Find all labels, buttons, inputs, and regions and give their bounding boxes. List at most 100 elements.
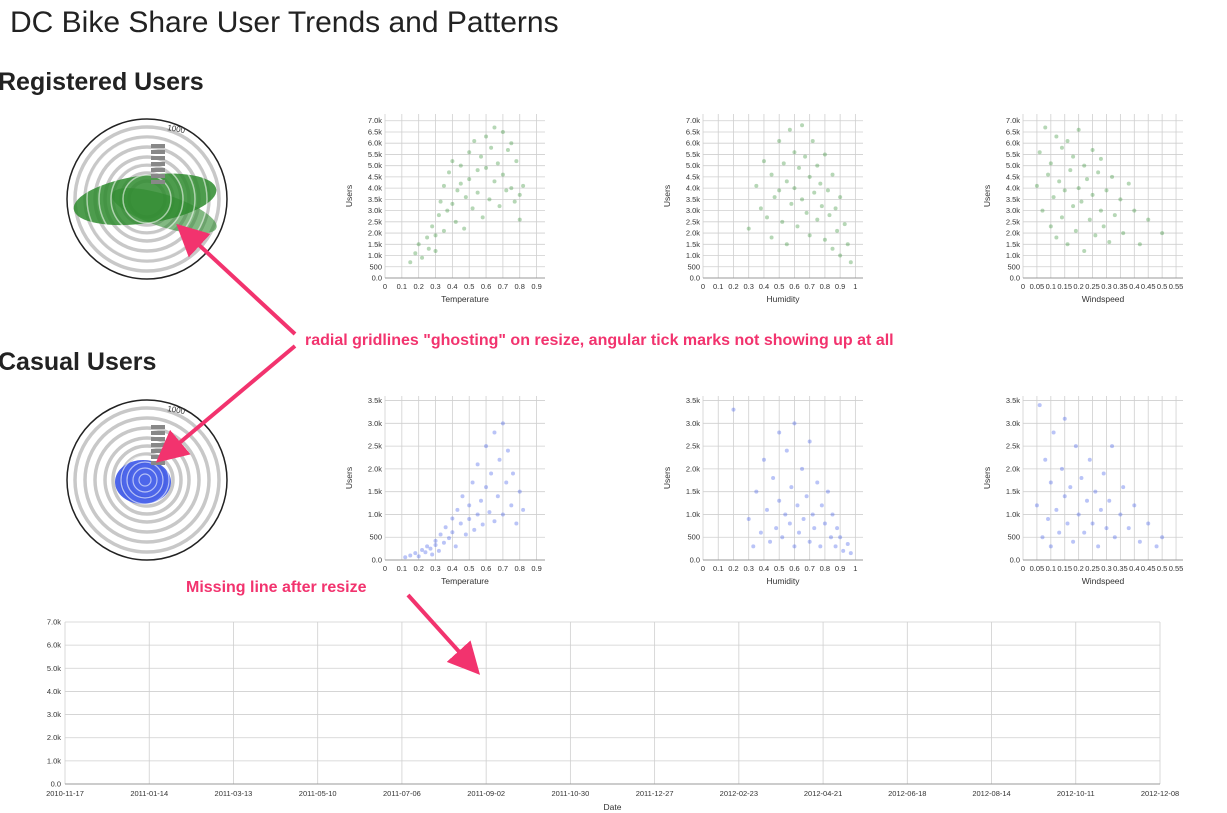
x-tick-label: 0.15 <box>1057 564 1072 573</box>
data-point <box>489 471 494 476</box>
radial-ghost-ring <box>132 467 158 493</box>
data-point <box>416 242 421 247</box>
y-tick-label: 7.0k <box>47 618 61 627</box>
cas-humidity-scatter: 0.0 500 1.0k 1.5k 2.0k 2.5k 3.0k 3.5k 0 0.1 0.2 0.3… <box>662 396 863 586</box>
data-point <box>1121 485 1126 490</box>
data-point <box>845 542 850 547</box>
data-point <box>475 512 480 517</box>
data-point <box>1146 521 1151 526</box>
data-point <box>1065 521 1070 526</box>
radial-overlapping-label <box>151 180 165 184</box>
data-point <box>514 521 519 526</box>
data-point <box>795 224 800 229</box>
x-tick-label: 0 <box>383 564 387 573</box>
x-axis-label: Date <box>604 802 622 812</box>
y-tick-label: 6.5k <box>686 127 700 136</box>
x-tick-label: 0.6 <box>789 564 799 573</box>
data-point <box>445 208 450 213</box>
data-point <box>1121 231 1126 236</box>
x-tick-label: 0.9 <box>531 282 541 291</box>
y-tick-label: 7.0k <box>686 116 700 125</box>
x-tick-label: 0.3 <box>430 564 440 573</box>
data-point <box>425 544 430 549</box>
data-point <box>1110 174 1115 179</box>
x-tick-label: 0.55 <box>1169 564 1184 573</box>
data-point <box>1062 416 1067 421</box>
data-point <box>801 517 806 521</box>
data-point <box>403 555 408 560</box>
data-point <box>1132 503 1137 508</box>
data-point <box>467 517 472 521</box>
x-tick-label: 0.2 <box>1073 564 1083 573</box>
data-point <box>751 544 756 549</box>
y-tick-label: 5.0k <box>1006 161 1020 170</box>
x-tick-label: 0.45 <box>1141 282 1156 291</box>
x-tick-label: 2012-02-23 <box>720 789 758 798</box>
data-point <box>450 516 455 521</box>
x-tick-label: 0.5 <box>464 282 474 291</box>
x-tick-label: 0.35 <box>1113 564 1128 573</box>
y-tick-label: 2.0k <box>1006 464 1020 473</box>
y-tick-label: 1.0k <box>1006 251 1020 260</box>
data-point <box>1037 403 1042 408</box>
data-point <box>460 494 465 499</box>
data-point <box>1098 156 1103 161</box>
data-point <box>771 476 776 480</box>
y-tick-label: 3.5k <box>1006 396 1020 405</box>
radial-ghost-ring <box>126 461 164 499</box>
radial-ghost-ring <box>120 455 170 505</box>
y-tick-label: 1.5k <box>1006 487 1020 496</box>
data-point <box>777 188 782 193</box>
data-point <box>441 228 446 233</box>
y-axis-label: Users <box>662 467 672 489</box>
data-point <box>487 197 492 202</box>
x-tick-label: 0 <box>701 564 705 573</box>
y-tick-label: 4.5k <box>368 172 382 181</box>
data-point <box>1040 208 1045 213</box>
data-point <box>495 161 500 166</box>
data-point <box>447 170 451 175</box>
data-point <box>765 215 769 220</box>
data-point <box>825 489 830 494</box>
y-axis-label: Users <box>344 467 354 489</box>
data-point <box>463 532 468 537</box>
x-tick-label: 0.4 <box>447 282 457 291</box>
data-point <box>807 233 812 238</box>
data-point <box>472 138 477 143</box>
y-tick-label: 500 <box>687 262 700 271</box>
data-point <box>746 517 751 521</box>
data-point <box>509 141 514 146</box>
data-point <box>500 421 505 426</box>
data-point <box>1034 503 1039 508</box>
data-point <box>484 165 489 170</box>
data-point <box>458 181 463 186</box>
x-tick-label: 2012-12-08 <box>1141 789 1179 798</box>
radial-overlapping-label <box>151 162 165 166</box>
data-point <box>455 507 460 512</box>
y-tick-label: 0.0 <box>690 556 700 565</box>
data-point <box>443 525 448 530</box>
x-tick-label: 0.6 <box>481 564 491 573</box>
data-point <box>504 188 509 193</box>
data-point <box>433 233 438 238</box>
y-tick-label: 2.0k <box>686 464 700 473</box>
data-point <box>1040 535 1045 540</box>
data-point <box>829 535 833 540</box>
data-point <box>787 127 792 132</box>
page-title: DC Bike Share User Trends and Patterns <box>10 6 559 39</box>
x-tick-label: 2012-04-21 <box>804 789 842 798</box>
data-point <box>509 186 514 191</box>
data-point <box>1093 233 1098 238</box>
data-point <box>408 553 413 558</box>
data-point <box>833 544 838 549</box>
data-point <box>492 125 497 130</box>
data-point <box>792 544 797 549</box>
radial-gridline <box>73 125 221 273</box>
data-point <box>428 546 433 551</box>
data-point <box>1057 530 1062 535</box>
data-point <box>1087 217 1092 222</box>
x-tick-label: 2011-12-27 <box>636 789 674 798</box>
data-point <box>458 163 463 168</box>
y-tick-label: 500 <box>687 533 700 542</box>
data-point <box>803 154 808 159</box>
